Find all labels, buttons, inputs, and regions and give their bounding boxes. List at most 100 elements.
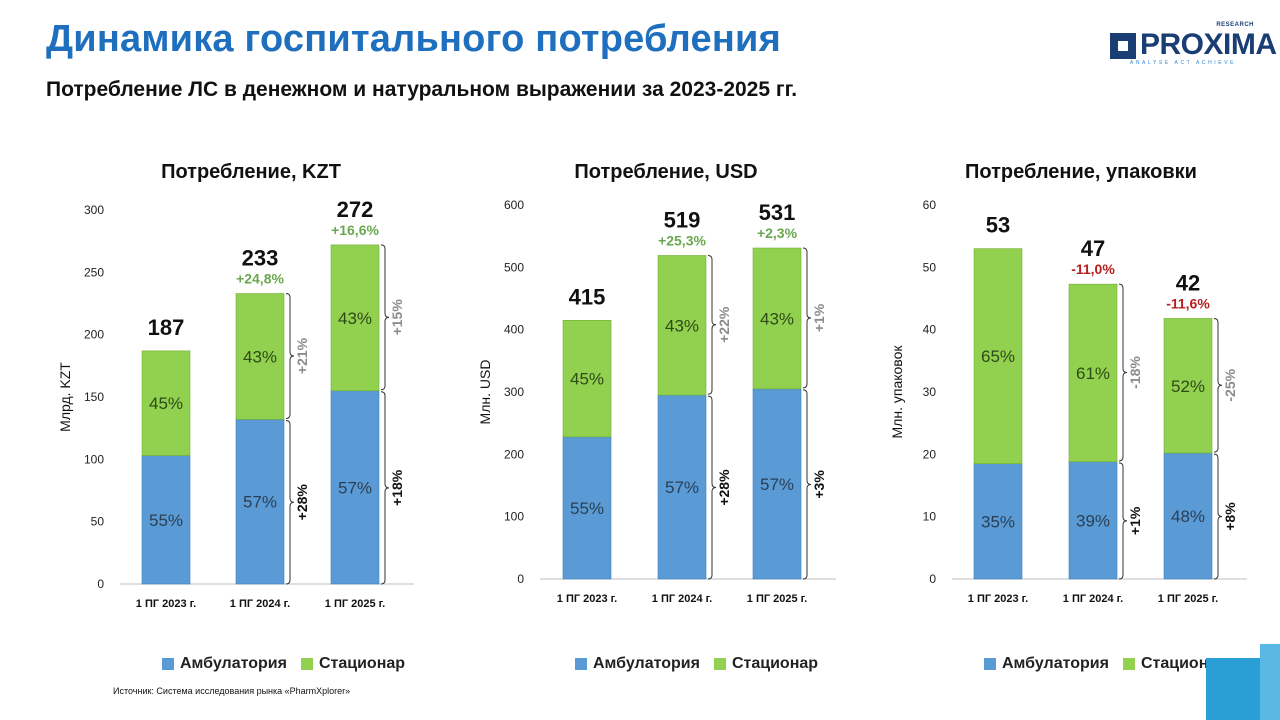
bar-growth-label: +2,3% bbox=[757, 225, 798, 241]
x-tick-label: 1 ПГ 2025 г. bbox=[1158, 593, 1218, 605]
bar-share-label: 61% bbox=[1076, 364, 1110, 383]
bar-ambulatory bbox=[973, 463, 1023, 580]
bar-total-label: 47 bbox=[1081, 236, 1105, 261]
bar-stationary bbox=[562, 320, 612, 438]
legend-kzt: Амбулатория Стационар bbox=[162, 654, 405, 674]
change-label-ambulatory: +18% bbox=[389, 469, 405, 506]
bar-ambulatory bbox=[1163, 452, 1213, 580]
change-label-ambulatory: +28% bbox=[716, 469, 732, 506]
bar-share-label: 43% bbox=[665, 316, 699, 335]
legend-label-ambulatory: Амбулатория bbox=[1002, 655, 1109, 672]
change-bracket-ambulatory bbox=[380, 391, 390, 585]
legend-item-stationary: Стационар bbox=[713, 655, 819, 673]
change-label-ambulatory: +8% bbox=[1222, 502, 1238, 531]
y-tick-label: 600 bbox=[504, 198, 524, 212]
bar-ambulatory bbox=[141, 455, 191, 585]
y-tick-label: 250 bbox=[84, 265, 104, 279]
chart-title: Потребление, KZT bbox=[161, 161, 341, 183]
y-tick-label: 50 bbox=[91, 515, 105, 529]
bar-share-label: 43% bbox=[338, 309, 372, 328]
legend-label-stationary: Стационар bbox=[1140, 655, 1228, 672]
bar-ambulatory bbox=[235, 419, 285, 585]
bar-stationary bbox=[657, 255, 707, 396]
bar-total-label: 272 bbox=[337, 197, 374, 222]
logo-tag-bottom: ANALYSE ACT ACHIEVE bbox=[1129, 60, 1237, 66]
bar-stationary bbox=[752, 247, 802, 390]
chart-title: Потребление, USD bbox=[574, 161, 757, 183]
y-axis-label: Млн. USD bbox=[477, 360, 493, 425]
bar-share-label: 48% bbox=[1171, 507, 1205, 526]
change-bracket-stationary bbox=[1213, 317, 1223, 453]
bar-total-label: 187 bbox=[148, 315, 185, 340]
legend-item-ambulatory: Амбулатория bbox=[984, 655, 1109, 673]
logo-name: PROXIMA bbox=[1140, 28, 1277, 61]
y-tick-label: 200 bbox=[504, 447, 524, 461]
bar-total-label: 519 bbox=[664, 207, 701, 232]
y-tick-label: 50 bbox=[923, 260, 937, 274]
bar-ambulatory bbox=[562, 436, 612, 580]
bar-ambulatory bbox=[752, 388, 802, 580]
page-title: Динамика госпитального потребления bbox=[46, 18, 781, 60]
bar-stationary bbox=[235, 293, 285, 420]
legend-swatch-stationary bbox=[300, 658, 313, 670]
bar-share-label: 43% bbox=[243, 347, 277, 366]
bar-total-label: 531 bbox=[759, 200, 796, 225]
bar-share-label: 55% bbox=[149, 511, 183, 530]
bar-share-label: 45% bbox=[149, 394, 183, 413]
legend-item-ambulatory: Амбулатория bbox=[575, 655, 700, 673]
bar-growth-label: +24,8% bbox=[236, 271, 284, 287]
bar-total-label: 42 bbox=[1176, 270, 1200, 295]
x-tick-label: 1 ПГ 2024 г. bbox=[230, 598, 290, 610]
bar-share-label: 35% bbox=[981, 512, 1015, 531]
chart-kzt-svg: Потребление, KZT 0 50 100 150 200 250 300 Млрд. … bbox=[57, 161, 414, 610]
y-tick-label: 10 bbox=[923, 510, 937, 524]
bar-share-label: 57% bbox=[338, 478, 372, 497]
y-tick-label: 500 bbox=[504, 260, 524, 274]
x-tick-label: 1 ПГ 2023 г. bbox=[968, 593, 1028, 605]
legend-usd: Амбулатория Стационар bbox=[575, 654, 818, 674]
change-bracket-ambulatory bbox=[1213, 453, 1223, 580]
page-subtitle: Потребление ЛС в денежном и натуральном … bbox=[46, 78, 798, 101]
legend-swatch-ambulatory bbox=[984, 658, 996, 670]
y-tick-label: 20 bbox=[923, 447, 937, 461]
bar-share-label: 57% bbox=[243, 493, 277, 512]
legend-label-stationary: Стационар bbox=[731, 655, 819, 672]
bar-share-label: 39% bbox=[1076, 511, 1110, 530]
x-tick-label: 1 ПГ 2025 г. bbox=[325, 598, 385, 610]
logo-tag-top: RESEARCH bbox=[1216, 22, 1254, 28]
bar-total-label: 53 bbox=[986, 213, 1010, 238]
source-note: Источник: Система исследования рынка «Ph… bbox=[113, 686, 351, 696]
change-bracket-ambulatory bbox=[802, 389, 812, 580]
bar-total-label: 233 bbox=[242, 246, 279, 271]
y-tick-label: 30 bbox=[923, 385, 937, 399]
bar-growth-label: +25,3% bbox=[658, 232, 706, 248]
proxima-logo: PROXIMA RESEARCH ANALYSE ACT ACHIEVE bbox=[1108, 22, 1277, 72]
bar-stationary bbox=[141, 350, 191, 456]
y-tick-label: 300 bbox=[84, 203, 104, 217]
x-tick-label: 1 ПГ 2024 г. bbox=[652, 593, 712, 605]
change-bracket-stationary bbox=[380, 244, 390, 391]
bar-ambulatory bbox=[1068, 461, 1118, 580]
x-tick-label: 1 ПГ 2025 г. bbox=[747, 593, 807, 605]
change-bracket-stationary bbox=[802, 247, 812, 389]
chart-kzt: Потребление, KZT 0 50 100 150 200 250 300 Млрд. … bbox=[40, 150, 460, 680]
change-label-stationary: +22% bbox=[716, 306, 732, 343]
x-tick-label: 1 ПГ 2023 г. bbox=[557, 593, 617, 605]
y-tick-label: 40 bbox=[923, 323, 937, 337]
change-bracket-stationary bbox=[1118, 283, 1128, 462]
change-label-stationary: -18% bbox=[1127, 356, 1143, 389]
legend-label-ambulatory: Амбулатория bbox=[593, 655, 700, 672]
change-label-stationary: -25% bbox=[1222, 368, 1238, 401]
bar-share-label: 65% bbox=[981, 347, 1015, 366]
chart-packs-svg: Потребление, упаковки 0 10 20 30 40 50 60 Млн. у… bbox=[889, 161, 1247, 605]
bar-share-label: 52% bbox=[1171, 377, 1205, 396]
x-tick-label: 1 ПГ 2023 г. bbox=[136, 598, 196, 610]
y-tick-label: 100 bbox=[504, 510, 524, 524]
y-tick-label: 0 bbox=[97, 577, 104, 591]
bar-stationary bbox=[973, 248, 1023, 464]
legend-label-ambulatory: Амбулатория bbox=[180, 655, 287, 672]
y-tick-label: 0 bbox=[929, 572, 936, 586]
legend-swatch-ambulatory bbox=[162, 658, 174, 670]
bar-growth-label: -11,0% bbox=[1071, 261, 1115, 277]
logo-mark-icon bbox=[1110, 33, 1136, 59]
